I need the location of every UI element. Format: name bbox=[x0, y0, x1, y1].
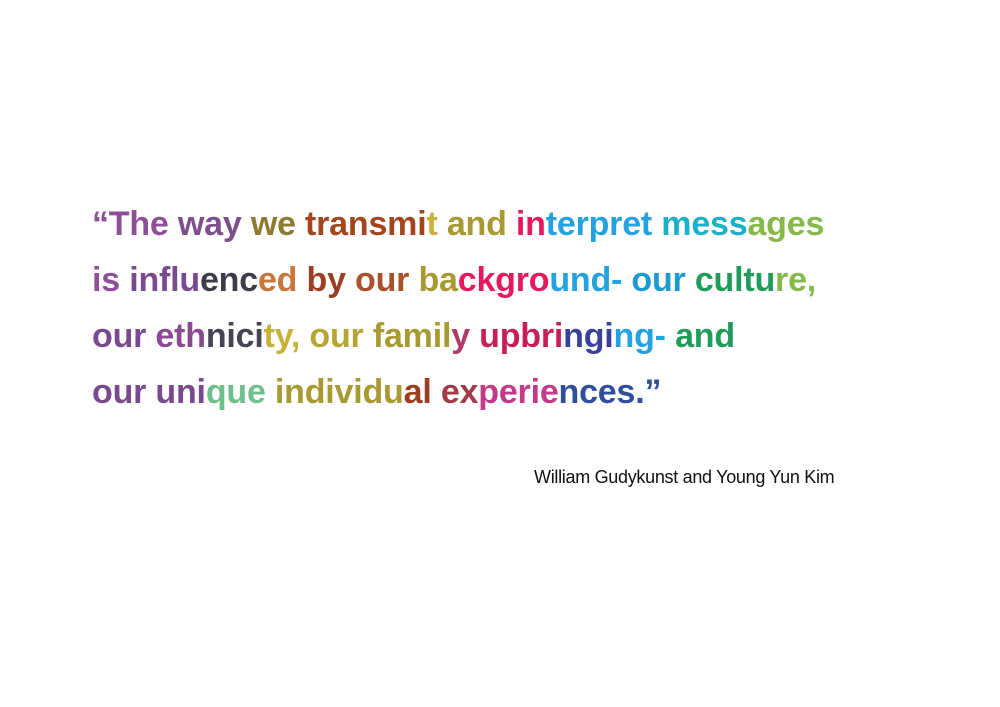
quote-segment: que bbox=[205, 373, 275, 411]
quote-segment: ba bbox=[418, 261, 458, 299]
quote-segment: cultu bbox=[694, 261, 776, 299]
quote-segment: and bbox=[446, 205, 516, 243]
quote-segment: is bbox=[92, 261, 130, 299]
quote-segment: ed bbox=[257, 261, 307, 299]
quote-segment: our bbox=[92, 373, 156, 411]
quote-line-3: our ethnicity, our family upbringing- an… bbox=[92, 308, 972, 364]
quote-segment: ty, bbox=[263, 317, 310, 355]
quote-segment: “The bbox=[92, 205, 178, 243]
quote-segment: nici bbox=[205, 317, 264, 355]
quote-segment: and bbox=[675, 317, 735, 355]
quote-segment: eth bbox=[155, 317, 206, 355]
quote-segment: our bbox=[631, 261, 695, 299]
quote-segment: terpret bbox=[545, 205, 662, 243]
quote-block: “The way we transmit and interpret messa… bbox=[92, 196, 972, 420]
quote-segment: enc bbox=[199, 261, 258, 299]
quote-segment: we bbox=[250, 205, 306, 243]
quote-segment: y bbox=[451, 317, 480, 355]
quote-segment: ng- bbox=[613, 317, 676, 355]
quote-line-2: is influenced by our background- our cul… bbox=[92, 252, 972, 308]
quote-line-4: our unique individual experiences.” bbox=[92, 364, 972, 420]
quote-segment: mess bbox=[661, 205, 748, 243]
quote-segment: upbri bbox=[479, 317, 564, 355]
quote-segment: ngi bbox=[563, 317, 614, 355]
quote-attribution: William Gudykunst and Young Yun Kim bbox=[534, 467, 835, 487]
quote-segment: our bbox=[309, 317, 373, 355]
quote-segment: influ bbox=[129, 261, 200, 299]
quote-segment: ages bbox=[747, 205, 825, 243]
quote-segment: ex bbox=[440, 373, 479, 411]
quote-segment: uni bbox=[155, 373, 206, 411]
quote-segment: our bbox=[355, 261, 419, 299]
quote-segment: famil bbox=[372, 317, 452, 355]
quote-segment: by bbox=[306, 261, 356, 299]
quote-segment: individu bbox=[274, 373, 404, 411]
quote-segment: way bbox=[177, 205, 251, 243]
quote-segment: t bbox=[426, 205, 447, 243]
quote-segment: our bbox=[92, 317, 156, 355]
quote-segment: und- bbox=[549, 261, 632, 299]
quote-segment: in bbox=[515, 205, 546, 243]
quote-segment: perie bbox=[478, 373, 559, 411]
quote-segment: re, bbox=[775, 261, 817, 299]
quote-line-1: “The way we transmit and interpret messa… bbox=[92, 196, 972, 252]
quote-segment: al bbox=[403, 373, 441, 411]
quote-segment: transmi bbox=[305, 205, 427, 243]
quote-segment: ckgro bbox=[457, 261, 550, 299]
quote-segment: nces.” bbox=[558, 373, 662, 411]
